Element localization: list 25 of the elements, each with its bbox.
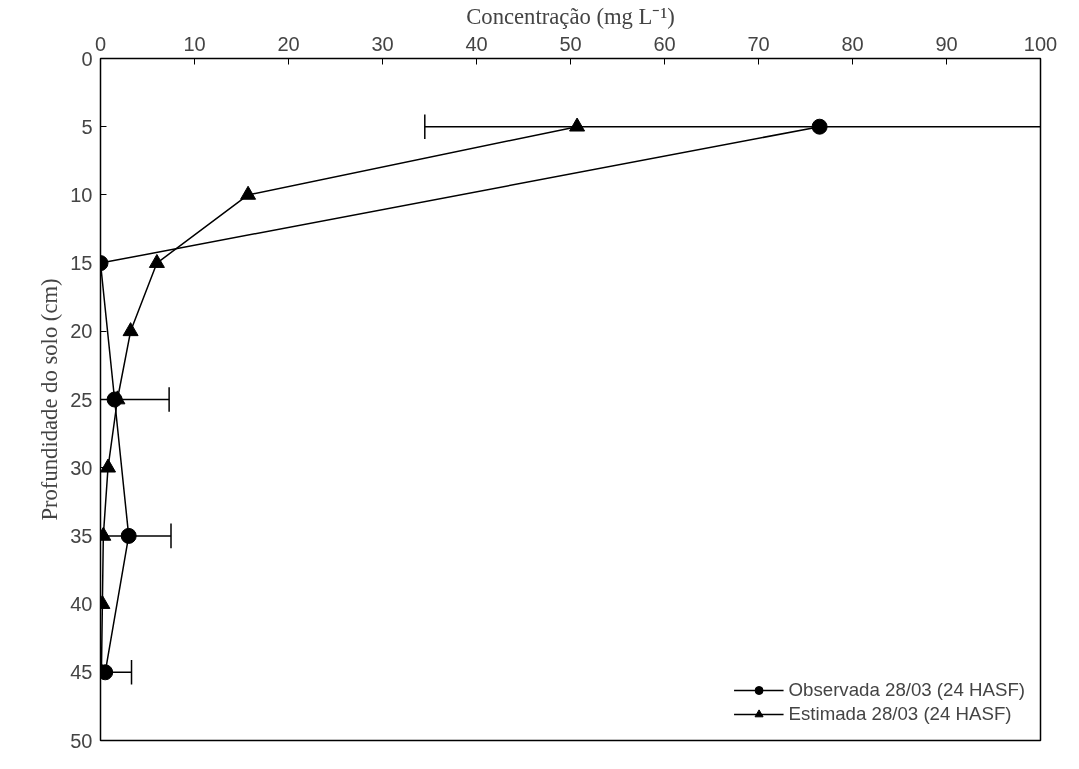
x-tick-label: 50 xyxy=(559,32,582,55)
y-tick-label: 5 xyxy=(81,115,93,138)
y-axis-title: Profundidade do solo (cm) xyxy=(37,278,63,521)
x-tick-label: 40 xyxy=(465,32,488,55)
y-tick-label: 30 xyxy=(70,456,93,479)
legend-label: Estimada 28/03 (24 HASF) xyxy=(788,703,1012,725)
legend-label: Observada 28/03 (24 HASF) xyxy=(788,679,1025,701)
y-tick-label: 25 xyxy=(70,388,93,411)
y-tick-label: 10 xyxy=(70,183,93,206)
x-tick-label: 30 xyxy=(371,32,394,55)
x-tick-label: 90 xyxy=(935,32,958,55)
y-tick-label: 40 xyxy=(70,593,93,616)
x-tick-label: 60 xyxy=(653,32,676,55)
y-tick-label: 15 xyxy=(70,252,93,275)
y-tick-label: 45 xyxy=(70,661,93,684)
x-tick-label: 10 xyxy=(183,32,206,55)
x-tick-label: 80 xyxy=(841,32,864,55)
y-tick-label: 50 xyxy=(70,729,93,752)
x-tick-label: 100 xyxy=(1023,32,1058,55)
y-tick-label: 20 xyxy=(70,320,93,343)
x-axis-title: Concentração (mg L⁻¹) xyxy=(466,3,675,29)
x-tick-label: 20 xyxy=(277,32,300,55)
y-tick-label: 35 xyxy=(70,524,93,547)
x-tick-label: 70 xyxy=(747,32,770,55)
y-tick-label: 0 xyxy=(81,47,93,70)
